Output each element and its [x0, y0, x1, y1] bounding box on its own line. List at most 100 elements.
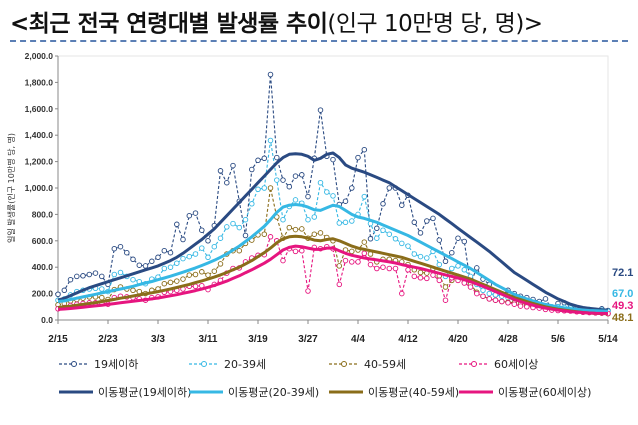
data-point-age40	[130, 287, 136, 294]
x-tick-label: 5/14	[598, 334, 618, 345]
legend-swatch	[189, 390, 223, 394]
data-point-age20	[386, 231, 393, 237]
legend-item-age19-daily: 19세이하	[58, 356, 138, 372]
data-point-age60	[367, 261, 374, 268]
chart-title-main: <최근 전국 연령대별 발생률 추이	[10, 11, 328, 37]
data-point-age40	[442, 284, 449, 290]
data-point-age19	[142, 263, 149, 269]
data-point-age60	[374, 265, 380, 272]
chart-title: <최근 전국 연령대별 발생률 추이(인구 10만명 당, 명)>	[10, 4, 543, 38]
x-tick-label: 4/20	[448, 334, 468, 345]
data-point-age40	[349, 248, 355, 255]
data-point-age19	[224, 179, 230, 186]
data-point-age19	[267, 71, 274, 78]
data-point-age19	[205, 238, 211, 244]
data-point-age19	[180, 236, 186, 243]
data-point-age19	[249, 166, 255, 173]
y-axis-title: 일일 발생률(인구 10만명 당, 명)	[6, 133, 16, 243]
series-line-age20-moving-average	[57, 203, 609, 313]
data-point-age20	[480, 287, 486, 294]
data-point-age40	[299, 226, 305, 232]
legend-swatch	[59, 361, 89, 367]
legend-swatch	[59, 390, 93, 394]
legend-swatch	[329, 390, 363, 394]
end-value-label: 49.3	[612, 300, 633, 312]
data-point-age19	[99, 273, 105, 280]
data-point-age19	[374, 225, 380, 232]
legend-swatch	[189, 361, 219, 367]
data-point-age19	[305, 193, 311, 200]
data-point-age40	[311, 231, 318, 237]
legend-label: 60세이상	[494, 358, 539, 371]
x-tick-label: 3/27	[298, 334, 318, 345]
series-line-age19-moving-average	[57, 151, 609, 312]
legend-label: 20-39세	[224, 358, 267, 371]
legend-item-age60-daily: 60세이상	[458, 356, 538, 372]
legend-item-age19-ma: 이동평균(19세이하)	[58, 384, 191, 400]
data-point-age19	[455, 235, 461, 241]
data-point-age20	[236, 224, 243, 231]
data-point-age20	[330, 193, 336, 199]
data-point-age19	[399, 202, 405, 208]
data-point-age40	[205, 272, 211, 278]
data-point-age20	[249, 201, 255, 207]
data-point-age20	[192, 251, 199, 257]
data-point-age40	[267, 185, 274, 191]
x-tick-label: 2/15	[48, 334, 68, 345]
data-point-age40	[99, 294, 105, 301]
data-point-age40	[336, 263, 343, 269]
data-point-age19	[542, 296, 549, 302]
data-point-age60	[361, 250, 368, 257]
end-value-label: 67.0	[612, 288, 633, 300]
series-line-age40-moving-average	[57, 234, 609, 316]
data-point-age19	[461, 238, 468, 245]
data-point-age40	[417, 269, 424, 276]
data-point-age19	[230, 162, 236, 169]
data-point-age40	[286, 224, 293, 231]
plot-area	[57, 55, 609, 321]
data-point-age20	[342, 219, 349, 226]
data-point-age19	[111, 245, 118, 252]
data-point-age60	[517, 303, 524, 309]
data-point-age60	[299, 247, 305, 254]
end-value-label: 72.1	[612, 267, 633, 279]
data-point-age19	[161, 247, 168, 254]
data-point-age19	[199, 227, 205, 233]
data-point-age60	[349, 259, 355, 265]
data-point-age19	[92, 270, 99, 276]
data-point-age40	[174, 278, 180, 284]
data-point-age60	[480, 293, 486, 299]
data-point-age19	[186, 212, 193, 219]
data-point-age19	[55, 291, 61, 298]
data-point-age19	[117, 243, 124, 250]
data-point-age20	[424, 255, 430, 261]
data-point-age19	[242, 232, 249, 239]
legend-item-age40-daily: 40-59세	[328, 356, 406, 372]
data-point-age20	[461, 267, 468, 273]
data-point-age19	[449, 249, 455, 256]
legend-swatch	[459, 361, 489, 367]
data-point-age40	[192, 271, 199, 278]
data-point-age19	[474, 265, 480, 271]
x-tick-label: 3/11	[199, 334, 218, 345]
x-tick-label: 4/28	[498, 334, 518, 345]
legend-item-age60-ma: 이동평균(60세이상)	[458, 384, 591, 400]
x-tick-label: 4/12	[398, 334, 418, 345]
chart-title-unit: (인구 10만명 당, 명)>	[327, 11, 543, 37]
data-point-age20	[186, 253, 193, 260]
data-point-age19	[167, 249, 174, 256]
data-point-age20	[324, 189, 330, 195]
data-point-age60	[392, 265, 399, 272]
data-point-age40	[167, 279, 174, 286]
data-point-age19	[367, 236, 374, 242]
data-point-age60	[436, 277, 443, 284]
data-point-age20	[174, 260, 180, 266]
legend-item-age20-daily: 20-39세	[188, 356, 266, 372]
data-point-age19	[386, 185, 393, 191]
data-point-age19	[67, 276, 74, 283]
data-point-age20	[380, 227, 386, 233]
data-point-age19	[411, 219, 418, 226]
data-point-age20	[111, 271, 118, 278]
data-point-age60	[405, 267, 411, 273]
data-point-age20	[167, 264, 174, 270]
